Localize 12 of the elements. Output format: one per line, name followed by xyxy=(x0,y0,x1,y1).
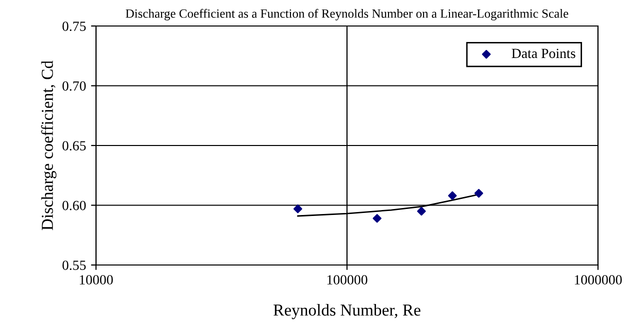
y-axis-title: Discharge coefficient, Cd xyxy=(41,60,56,230)
chart-title: Discharge Coefficient as a Function of Reynolds Number on a Linear-Logarithmic Scale xyxy=(126,8,568,20)
x-tick-label: 1000000 xyxy=(574,275,622,284)
x-tick-label: 100000 xyxy=(327,275,368,284)
x-axis-title: Reynolds Number, Re xyxy=(274,304,420,320)
y-tick-label: 0.65 xyxy=(62,141,86,151)
y-tick-label: 0.60 xyxy=(62,200,86,210)
legend-label: Data Points xyxy=(512,48,576,58)
y-tick-label: 0.75 xyxy=(62,22,86,32)
y-tick-label: 0.70 xyxy=(62,81,86,91)
y-tick-label: 0.55 xyxy=(62,260,86,270)
x-tick-label: 10000 xyxy=(80,275,113,284)
